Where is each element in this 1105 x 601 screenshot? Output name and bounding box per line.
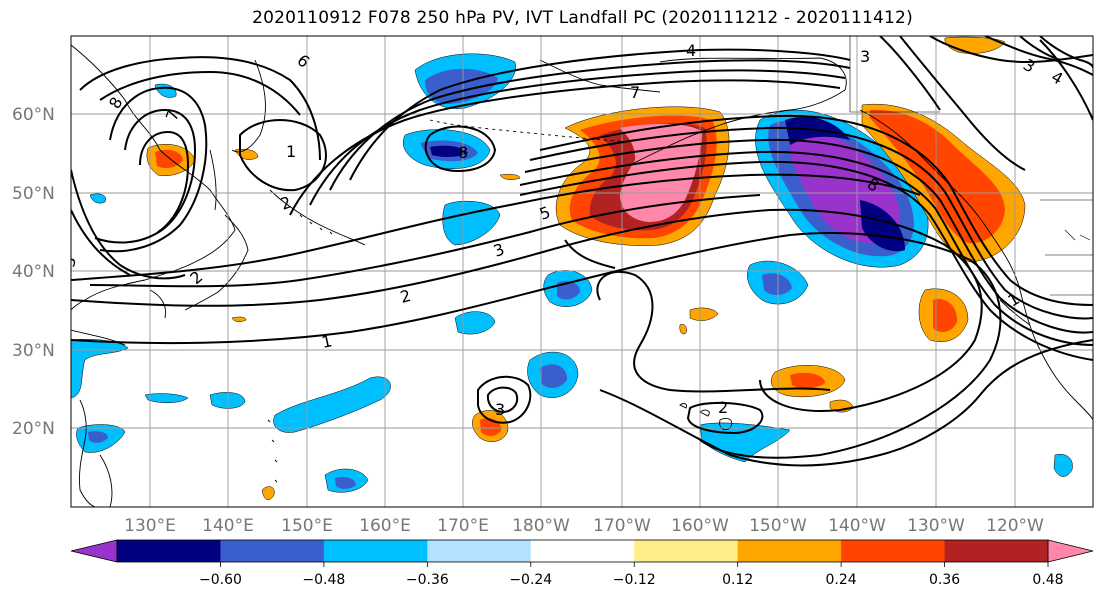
lat-label-30n: 30°N <box>12 341 55 361</box>
colorbar-tick-label: 0.36 <box>929 572 960 588</box>
lon-label: 130°W <box>907 516 965 536</box>
contour-label: 2 <box>718 398 728 417</box>
colorbar-bin <box>737 540 842 562</box>
lon-label: 170°E <box>437 516 489 536</box>
colorbar-tick-label: 0.12 <box>722 572 753 588</box>
political-borders <box>849 36 1093 296</box>
lon-label: 130°E <box>124 516 176 536</box>
contour-label: 3 <box>860 47 870 66</box>
colorbar-tick-label: −0.36 <box>406 572 449 588</box>
colorbar-bin <box>634 540 739 562</box>
lat-label-60n: 60°N <box>12 105 55 125</box>
contour-label: 3 <box>495 400 505 419</box>
colorbar-arrow-max <box>1047 539 1094 563</box>
pv-contours <box>71 36 1093 467</box>
gridlines <box>71 36 1093 507</box>
colorbar-bin <box>944 540 1049 562</box>
lon-label: 160°W <box>671 516 729 536</box>
colorbar-tick-label: −0.60 <box>199 572 242 588</box>
colorbar-frame <box>116 539 1049 563</box>
lon-label: 150°E <box>281 516 333 536</box>
colorbar-bin <box>220 540 325 562</box>
lon-label: 180°W <box>512 516 570 536</box>
map-title: 2020110912 F078 250 hPa PV, IVT Landfall… <box>252 8 913 28</box>
lon-label: 170°W <box>593 516 651 536</box>
colorbar-bin <box>117 540 221 562</box>
contour-label: 8 <box>458 143 468 162</box>
colorbar-bin <box>530 540 635 562</box>
lon-label: 140°E <box>202 516 254 536</box>
colorbar-tick-label: 0.48 <box>1032 572 1063 588</box>
colorbar-bin <box>427 540 532 562</box>
colorbar-tick-label: −0.12 <box>613 572 656 588</box>
map-frame <box>70 35 1094 508</box>
colorbar-tick-label: −0.24 <box>509 572 552 588</box>
lon-label: 160°E <box>359 516 411 536</box>
lat-label-20n: 20°N <box>12 419 55 439</box>
contour-label: 1 <box>286 142 296 161</box>
latitude-labels: 60°N 50°N 40°N 30°N 20°N <box>12 105 55 439</box>
contour-label: 3 <box>59 255 79 268</box>
lat-label-40n: 40°N <box>12 262 55 282</box>
colorbar-tick-label: 0.24 <box>826 572 857 588</box>
colorbar-tick-label: −0.48 <box>302 572 345 588</box>
contour-label: 1 <box>320 331 334 352</box>
longitude-labels: 130°E 140°E 150°E 160°E 170°E 180°W 170°… <box>124 516 1044 536</box>
colorbar <box>70 539 1094 563</box>
contour-label: 2 <box>398 286 413 307</box>
map-background <box>71 36 1093 507</box>
colorbar-bin <box>323 540 428 562</box>
contour-label: 4 <box>686 41 696 60</box>
colorbar-arrow-min <box>70 539 118 563</box>
contour-label: 7 <box>630 83 640 102</box>
lat-label-50n: 50°N <box>12 184 55 204</box>
colorbar-ticks: −0.60 −0.48 −0.36 −0.24 −0.12 0.12 0.24 0.36 0.4… <box>199 562 1064 588</box>
lon-label: 140°W <box>828 516 886 536</box>
lon-label: 120°W <box>986 516 1044 536</box>
lon-label: 150°W <box>749 516 807 536</box>
coastlines <box>71 44 1093 507</box>
negative-anomaly-fills <box>71 53 1073 493</box>
colorbar-bin <box>841 540 946 562</box>
